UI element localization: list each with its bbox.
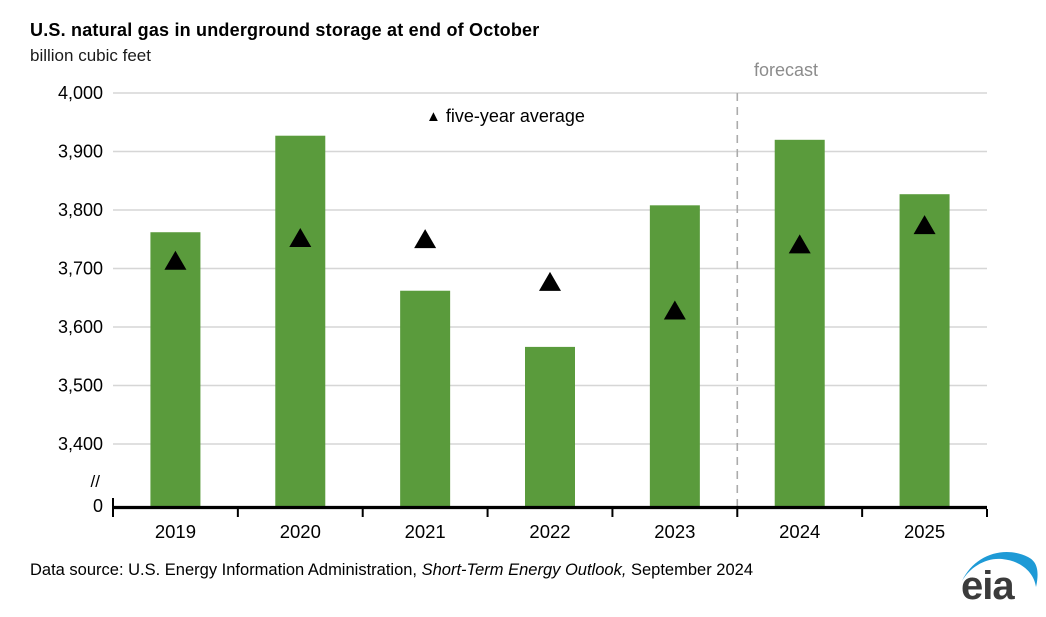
y-tick-label-3700: 3,700: [58, 259, 103, 279]
eia-logo-swoosh-icon: [962, 551, 1038, 587]
legend: ▲ five-year average: [426, 106, 585, 127]
chart-units-label: billion cubic feet: [30, 46, 151, 65]
y-tick-label-3600: 3,600: [58, 317, 103, 337]
y-tick-label-3400: 3,400: [58, 434, 103, 454]
bar-2025: [899, 194, 950, 506]
source-date: September 2024: [626, 561, 753, 579]
eia-logo-text: eia: [961, 564, 1015, 608]
five-year-average-marker-2025: [913, 215, 936, 235]
x-tick-label-2021: 2021: [405, 521, 446, 542]
y-tick-label-4000: 4,000: [58, 83, 103, 103]
x-tick-label-2022: 2022: [529, 521, 570, 542]
x-tick-label-2020: 2020: [280, 521, 321, 542]
triangle-marker-icon: ▲: [426, 108, 441, 125]
five-year-average-marker-2022: [539, 271, 561, 291]
y-tick-label-3800: 3,800: [58, 200, 103, 220]
five-year-average-marker-2019: [164, 250, 187, 270]
eia-logo: eia: [961, 551, 1038, 608]
bar-2021: [400, 290, 451, 506]
five-year-average-marker-2024: [788, 234, 811, 254]
y-axis-break-mark: //: [91, 472, 101, 491]
x-tick-label-2024: 2024: [779, 521, 820, 542]
x-tick-label-2025: 2025: [904, 521, 945, 542]
five-year-average-marker-2023: [663, 300, 686, 320]
bar-2023: [649, 205, 700, 506]
legend-label: five-year average: [445, 106, 585, 126]
five-year-average-marker-2021: [414, 229, 437, 249]
bar-2022: [525, 346, 575, 506]
chart-title: U.S. natural gas in underground storage …: [30, 20, 540, 40]
y-tick-label-0: 0: [93, 496, 103, 516]
x-tick-label-2023: 2023: [654, 521, 695, 542]
bar-2024: [774, 139, 825, 507]
bar-2020: [275, 135, 326, 506]
five-year-average-marker-2020: [289, 227, 312, 247]
source-text: Data source: U.S. Energy Information Adm…: [30, 561, 422, 579]
source-publication: Short-Term Energy Outlook,: [421, 561, 627, 579]
y-tick-label-3500: 3,500: [58, 376, 103, 396]
data-source-note: Data source: U.S. Energy Information Adm…: [30, 561, 753, 580]
y-tick-label-3900: 3,900: [58, 142, 103, 162]
x-tick-label-2019: 2019: [155, 521, 196, 542]
forecast-label: forecast: [753, 60, 819, 80]
bar-2019: [150, 232, 201, 507]
